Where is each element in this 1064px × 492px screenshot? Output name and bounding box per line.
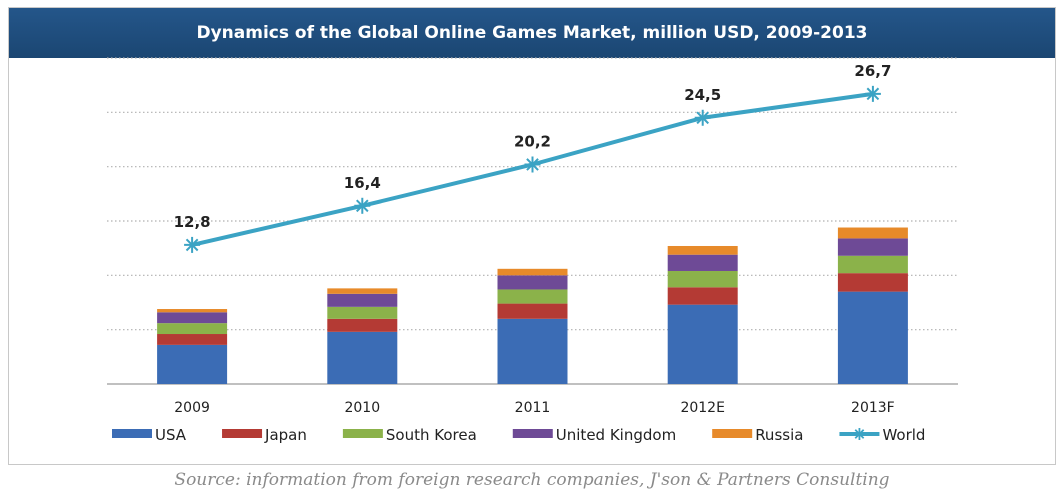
bar-united-kingdom-2013f xyxy=(837,238,908,256)
bar-south-korea-2011 xyxy=(497,289,568,304)
x-tick-label: 2010 xyxy=(344,400,380,416)
legend-label: Russia xyxy=(755,426,803,444)
bar-usa-2010 xyxy=(327,331,398,384)
bar-south-korea-2009 xyxy=(157,323,228,335)
x-tick-label: 2011 xyxy=(515,400,551,416)
bar-united-kingdom-2012e xyxy=(667,254,738,271)
world-point-marker xyxy=(694,109,711,126)
legend-swatch-japan xyxy=(222,429,263,438)
x-tick-label: 2013F xyxy=(851,400,895,416)
bar-usa-2009 xyxy=(157,344,228,384)
bar-south-korea-2012e xyxy=(667,270,738,288)
world-data-label: 12,8 xyxy=(174,213,211,231)
bar-japan-2013f xyxy=(837,273,908,292)
bar-japan-2009 xyxy=(157,334,228,345)
bar-usa-2011 xyxy=(497,318,568,384)
legend-swatch-united-kingdom xyxy=(512,429,553,438)
legend-label: South Korea xyxy=(386,426,477,444)
legend-label: World xyxy=(882,426,925,444)
legend-swatch-russia xyxy=(712,429,753,438)
world-point-marker xyxy=(864,85,881,102)
source-note: Source: information from foreign researc… xyxy=(174,470,890,490)
x-tick-label: 2012E xyxy=(680,400,724,416)
bar-japan-2012e xyxy=(667,287,738,305)
legend-world-marker xyxy=(853,428,866,440)
legend-label: USA xyxy=(155,426,187,444)
bar-russia-2012e xyxy=(667,245,738,255)
legend-swatch-usa xyxy=(112,429,152,438)
bar-usa-2012e xyxy=(667,304,738,384)
bar-usa-2013f xyxy=(837,291,908,384)
bar-south-korea-2013f xyxy=(837,255,908,274)
chart-title: Dynamics of the Global Online Games Mark… xyxy=(9,8,1055,58)
legend-label: Japan xyxy=(264,426,307,444)
bar-russia-2009 xyxy=(157,309,228,313)
bar-russia-2013f xyxy=(837,227,908,239)
bar-united-kingdom-2011 xyxy=(497,275,568,290)
world-point-marker xyxy=(524,156,541,173)
bar-united-kingdom-2009 xyxy=(157,312,228,324)
x-tick-label: 2009 xyxy=(174,400,210,416)
world-data-label: 26,7 xyxy=(854,62,891,80)
bar-united-kingdom-2010 xyxy=(327,293,398,307)
bar-russia-2011 xyxy=(497,268,568,276)
bar-russia-2010 xyxy=(327,288,398,294)
world-point-marker xyxy=(184,236,201,253)
world-data-label: 24,5 xyxy=(684,86,721,104)
bar-south-korea-2010 xyxy=(327,306,398,319)
world-data-label: 16,4 xyxy=(344,174,381,192)
legend-swatch-south-korea xyxy=(342,429,383,438)
world-data-label: 20,2 xyxy=(514,132,551,150)
world-point-marker xyxy=(354,197,371,214)
bar-japan-2010 xyxy=(327,318,398,332)
bar-japan-2011 xyxy=(497,303,568,319)
legend-label: United Kingdom xyxy=(556,426,676,444)
